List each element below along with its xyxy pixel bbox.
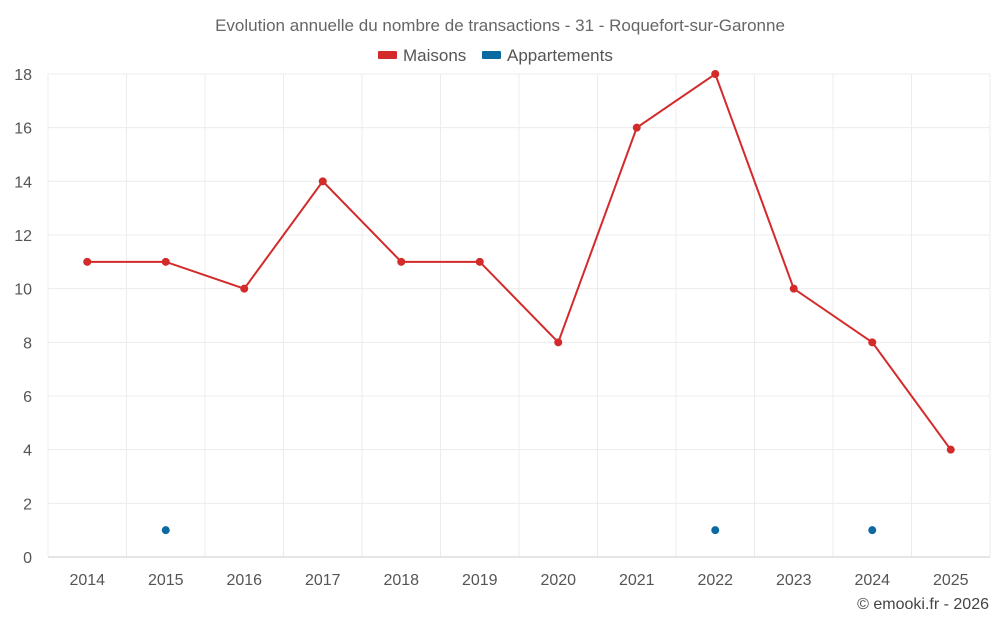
data-point[interactable] — [240, 284, 249, 293]
y-tick-label: 10 — [14, 282, 32, 299]
y-tick-label: 4 — [23, 443, 32, 460]
x-tick-label: 2025 — [933, 572, 969, 589]
y-tick-label: 2 — [23, 496, 32, 513]
legend-item-maisons[interactable]: Maisons — [378, 46, 466, 65]
y-tick-label: 16 — [14, 121, 32, 138]
data-point[interactable] — [161, 257, 170, 266]
legend-item-appartements[interactable]: Appartements — [482, 46, 613, 65]
series-layer — [83, 70, 955, 535]
data-point[interactable] — [161, 526, 170, 535]
x-tick-label: 2024 — [854, 572, 890, 589]
chart-title: Evolution annuelle du nombre de transact… — [215, 16, 785, 35]
x-tick-label: 2015 — [148, 572, 184, 589]
y-tick-label: 6 — [23, 389, 32, 406]
data-point[interactable] — [711, 70, 720, 78]
chart-credit: © emooki.fr - 2026 — [857, 596, 989, 613]
y-tick-label: 14 — [14, 174, 32, 191]
data-point[interactable] — [475, 257, 484, 266]
legend: Maisons Appartements — [378, 46, 613, 65]
x-tick-label: 2020 — [540, 572, 576, 589]
y-tick-label: 18 — [14, 67, 32, 84]
x-tick-label: 2022 — [697, 572, 733, 589]
data-point[interactable] — [711, 526, 720, 535]
x-tick-label: 2014 — [69, 572, 105, 589]
series-maisons — [83, 70, 955, 454]
x-tick-label: 2017 — [305, 572, 341, 589]
y-tick-label: 0 — [23, 550, 32, 567]
x-tick-label: 2021 — [619, 572, 655, 589]
legend-swatch — [482, 51, 501, 59]
legend-swatch — [378, 51, 397, 59]
legend-label: Appartements — [507, 46, 613, 65]
series-appartements — [161, 526, 877, 535]
data-point[interactable] — [946, 445, 955, 454]
data-point[interactable] — [868, 526, 877, 535]
x-tick-label: 2018 — [383, 572, 419, 589]
grid — [47, 73, 991, 558]
y-tick-label: 8 — [23, 335, 32, 352]
x-tick-label: 2023 — [776, 572, 812, 589]
data-point[interactable] — [554, 338, 563, 347]
data-point[interactable] — [789, 284, 798, 293]
y-axis-ticks: 0 2 4 6 8 10 12 14 16 18 — [14, 67, 32, 567]
y-tick-label: 12 — [14, 228, 32, 245]
x-tick-label: 2016 — [226, 572, 262, 589]
legend-label: Maisons — [403, 46, 466, 65]
data-point[interactable] — [397, 257, 406, 266]
data-point[interactable] — [318, 177, 327, 186]
data-point[interactable] — [868, 338, 877, 347]
data-point[interactable] — [632, 123, 641, 132]
x-axis-ticks: 2014 2015 2016 2017 2018 2019 2020 2021 2022 2023… — [69, 572, 968, 589]
series-line — [87, 72, 952, 451]
data-point[interactable] — [83, 257, 92, 266]
x-tick-label: 2019 — [462, 572, 498, 589]
